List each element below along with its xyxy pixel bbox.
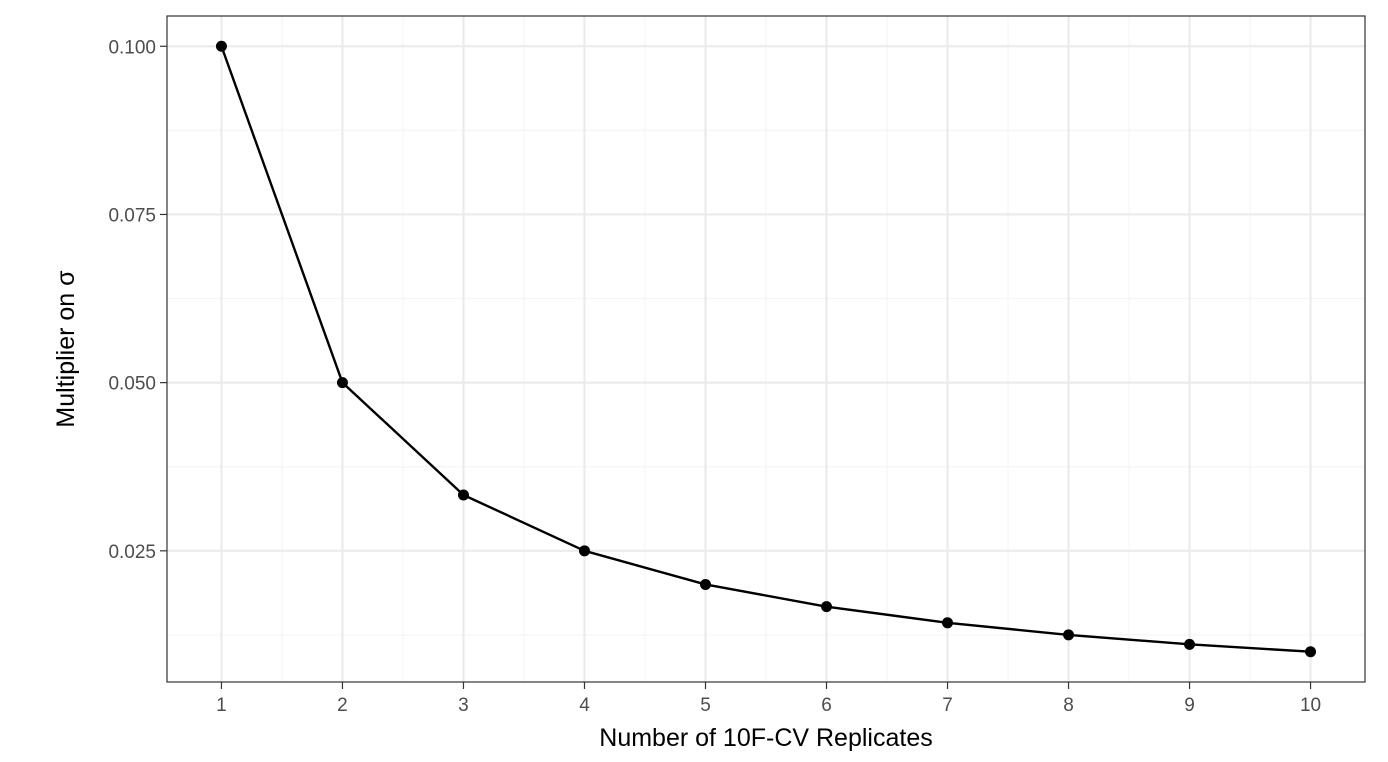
x-tick-label: 4 [579, 695, 590, 716]
y-tick-label: 0.025 [108, 542, 156, 563]
data-point [578, 545, 590, 557]
data-point [457, 489, 469, 501]
data-point [336, 377, 348, 389]
x-tick-label: 7 [942, 695, 953, 716]
y-tick-label: 0.100 [108, 37, 156, 58]
y-tick-label: 0.075 [108, 205, 156, 226]
y-tick-label: 0.050 [108, 374, 156, 395]
y-axis: 0.025 0.050 0.075 0.100 [108, 37, 167, 563]
data-point [1063, 629, 1075, 641]
major-gridlines [167, 16, 1365, 682]
series-line [220, 45, 1311, 653]
x-tick-label: 2 [337, 695, 348, 716]
x-tick-label: 1 [216, 695, 227, 716]
data-point [821, 601, 833, 613]
data-point [215, 40, 227, 52]
x-tick-label: 9 [1184, 695, 1195, 716]
series-layer [215, 40, 1317, 658]
x-tick-label: 10 [1300, 695, 1321, 716]
x-axis-title: Number of 10F-CV Replicates [599, 724, 932, 752]
x-tick-label: 8 [1063, 695, 1074, 716]
data-point [942, 617, 954, 629]
x-tick-label: 6 [821, 695, 832, 716]
data-point [1184, 638, 1196, 650]
x-axis: 1 2 3 4 5 6 7 8 9 10 [216, 682, 1321, 716]
x-tick-label: 5 [700, 695, 711, 716]
panel-border [166, 15, 1366, 683]
x-tick-label: 3 [458, 695, 469, 716]
data-point [1305, 646, 1317, 658]
data-point [699, 578, 711, 590]
minor-gridlines [167, 16, 1365, 682]
y-axis-title: Multiplier on σ [52, 270, 80, 428]
